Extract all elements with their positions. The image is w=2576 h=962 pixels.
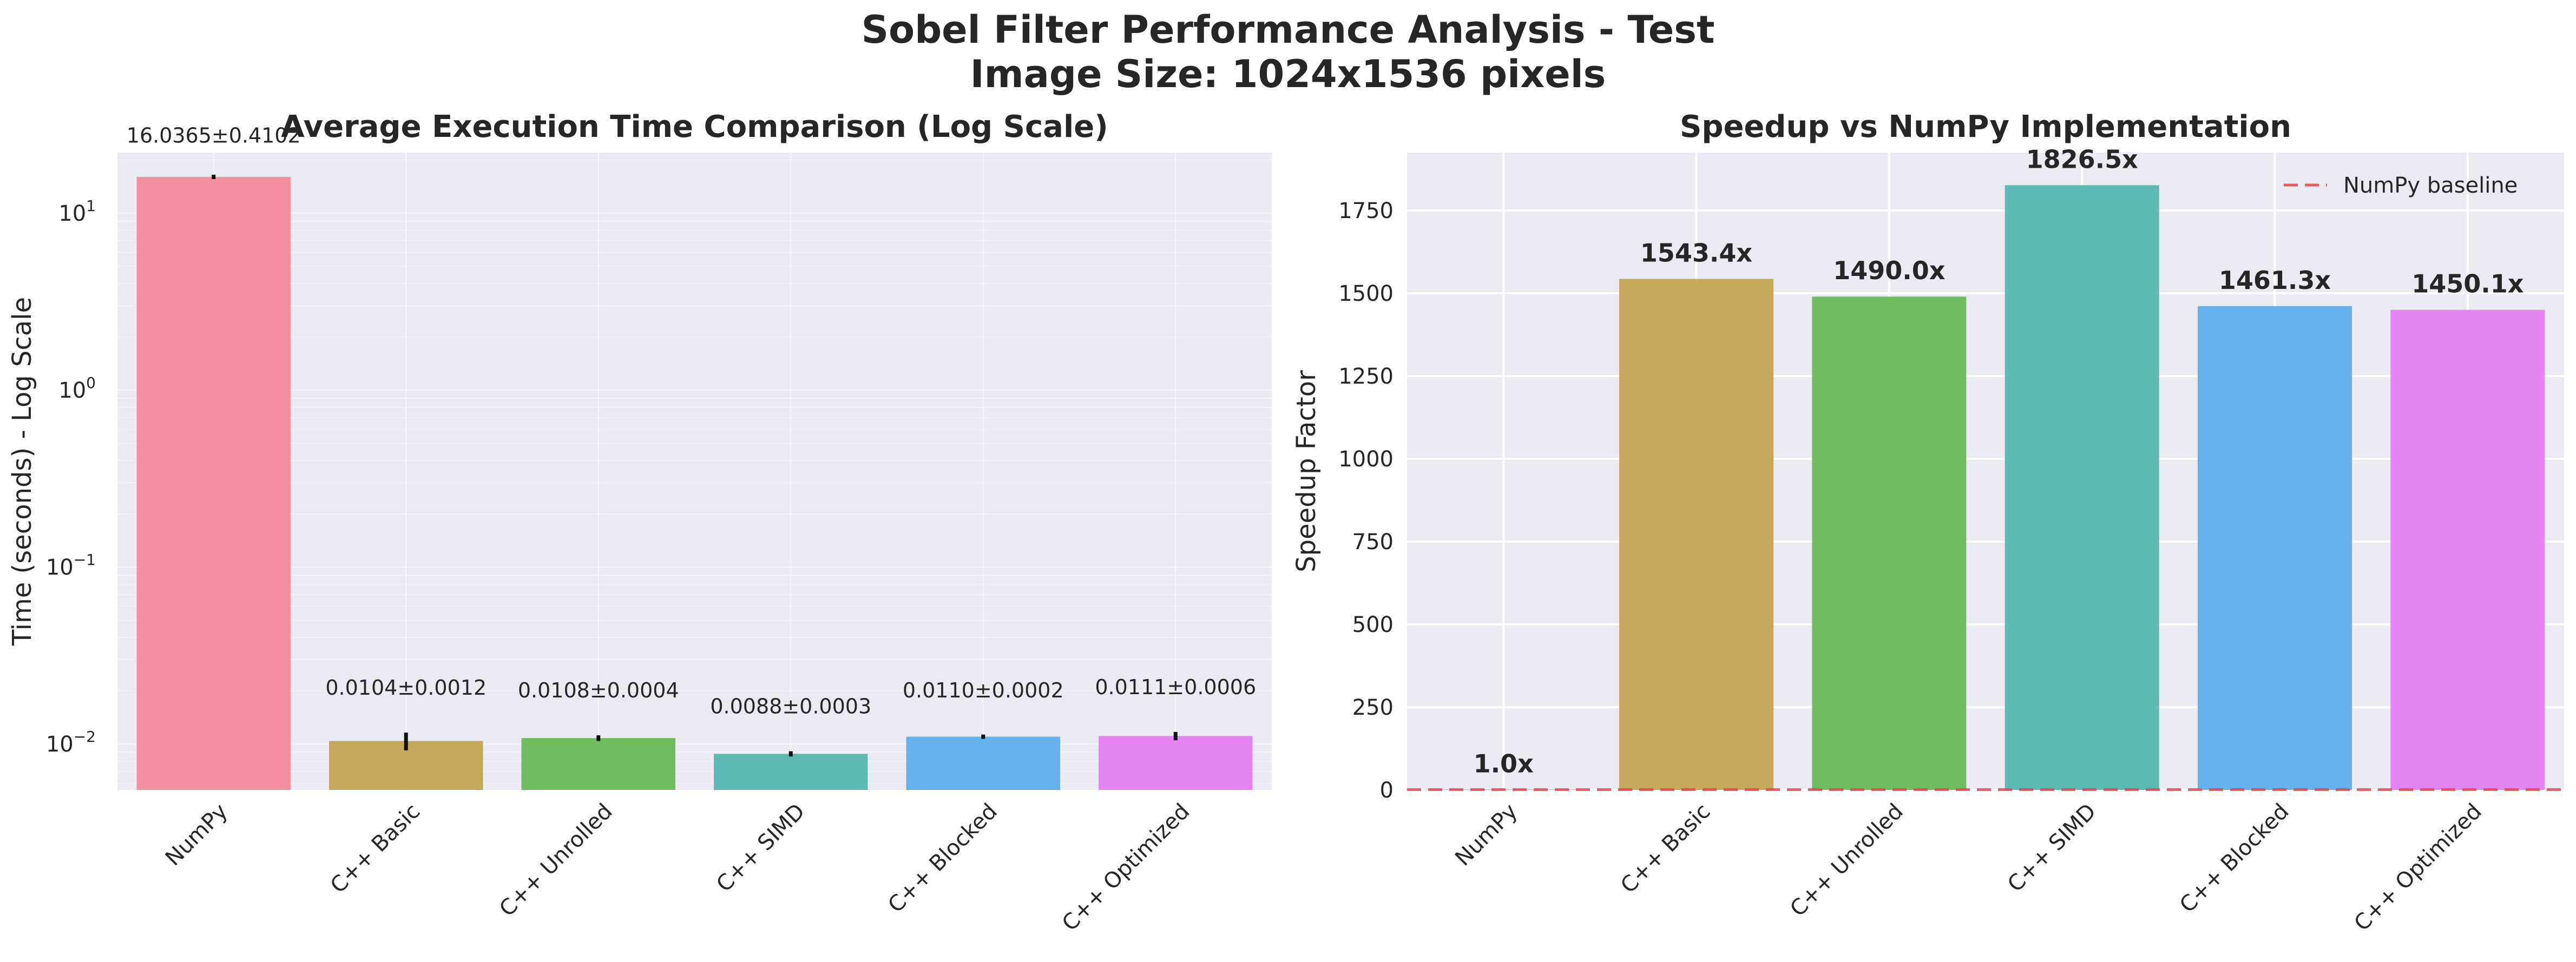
bar: [1812, 296, 1967, 790]
x-tick-label: NumPy: [1450, 799, 1522, 871]
x-tick-label: C++ Optimized: [2349, 799, 2486, 936]
x-tick-label: C++ Basic: [1616, 799, 1716, 899]
x-tick-label: C++ Blocked: [2175, 799, 2294, 918]
figure-subtitle: Image Size: 1024x1536 pixels: [970, 52, 1606, 96]
bar: [714, 754, 868, 790]
y-axis-label: Time (seconds) - Log Scale: [7, 297, 37, 646]
y-tick-label: 100: [58, 374, 96, 403]
plot-area-2: [1407, 153, 2564, 790]
y-axis-label: Speedup Factor: [1291, 370, 1322, 572]
panel-title: Speedup vs NumPy Implementation: [1680, 109, 2291, 144]
x-tick-label: C++ Unrolled: [495, 799, 617, 922]
panel-title: Average Execution Time Comparison (Log S…: [281, 109, 1108, 144]
y-tick-label: 0: [1380, 778, 1394, 803]
bar: [2390, 309, 2545, 790]
y-tick-label: 1750: [1338, 199, 1394, 223]
data-label: 1461.3x: [2219, 266, 2331, 295]
data-label: 0.0111±0.0006: [1095, 675, 1256, 699]
x-tick-label: C++ SIMD: [712, 799, 810, 897]
data-label: 0.0108±0.0004: [518, 678, 679, 702]
bar: [1099, 736, 1253, 790]
data-label: 1.0x: [1474, 749, 1534, 778]
data-label: 1826.5x: [2026, 144, 2138, 174]
y-tick-label: 1000: [1338, 447, 1394, 472]
figure-title: Sobel Filter Performance Analysis - Test: [861, 8, 1715, 52]
x-tick-label: C++ SIMD: [2003, 799, 2101, 897]
y-tick-label: 10−2: [46, 728, 96, 757]
bar: [521, 738, 675, 790]
data-label: 1450.1x: [2411, 269, 2524, 299]
legend-label: NumPy baseline: [2343, 173, 2518, 198]
data-label: 16.0365±0.4102: [127, 123, 301, 147]
bar: [136, 176, 291, 790]
y-tick-label: 500: [1352, 612, 1394, 637]
x-tick-label: C++ Unrolled: [1785, 799, 1908, 922]
x-tick-label: C++ Optimized: [1057, 799, 1194, 936]
plot-area-1: [117, 153, 1272, 790]
y-tick-label: 101: [58, 197, 96, 226]
bar: [2005, 185, 2159, 790]
y-tick-label: 250: [1352, 695, 1394, 720]
data-label: 1543.4x: [1640, 239, 1752, 268]
x-tick-label: C++ Basic: [326, 799, 425, 899]
x-tick-label: NumPy: [161, 799, 233, 871]
y-tick-label: 1500: [1338, 281, 1394, 306]
y-tick-label: 1250: [1338, 364, 1394, 389]
bar: [2197, 306, 2352, 790]
y-tick-label: 750: [1352, 530, 1394, 555]
data-label: 0.0110±0.0002: [903, 678, 1064, 702]
data-label: 1490.0x: [1833, 256, 1945, 285]
data-label: 0.0104±0.0012: [325, 676, 487, 700]
bar: [906, 736, 1060, 790]
y-tick-label: 10−1: [46, 551, 96, 580]
bar: [1619, 279, 1774, 790]
x-tick-label: C++ Blocked: [883, 799, 1002, 918]
data-label: 0.0088±0.0003: [710, 694, 871, 718]
